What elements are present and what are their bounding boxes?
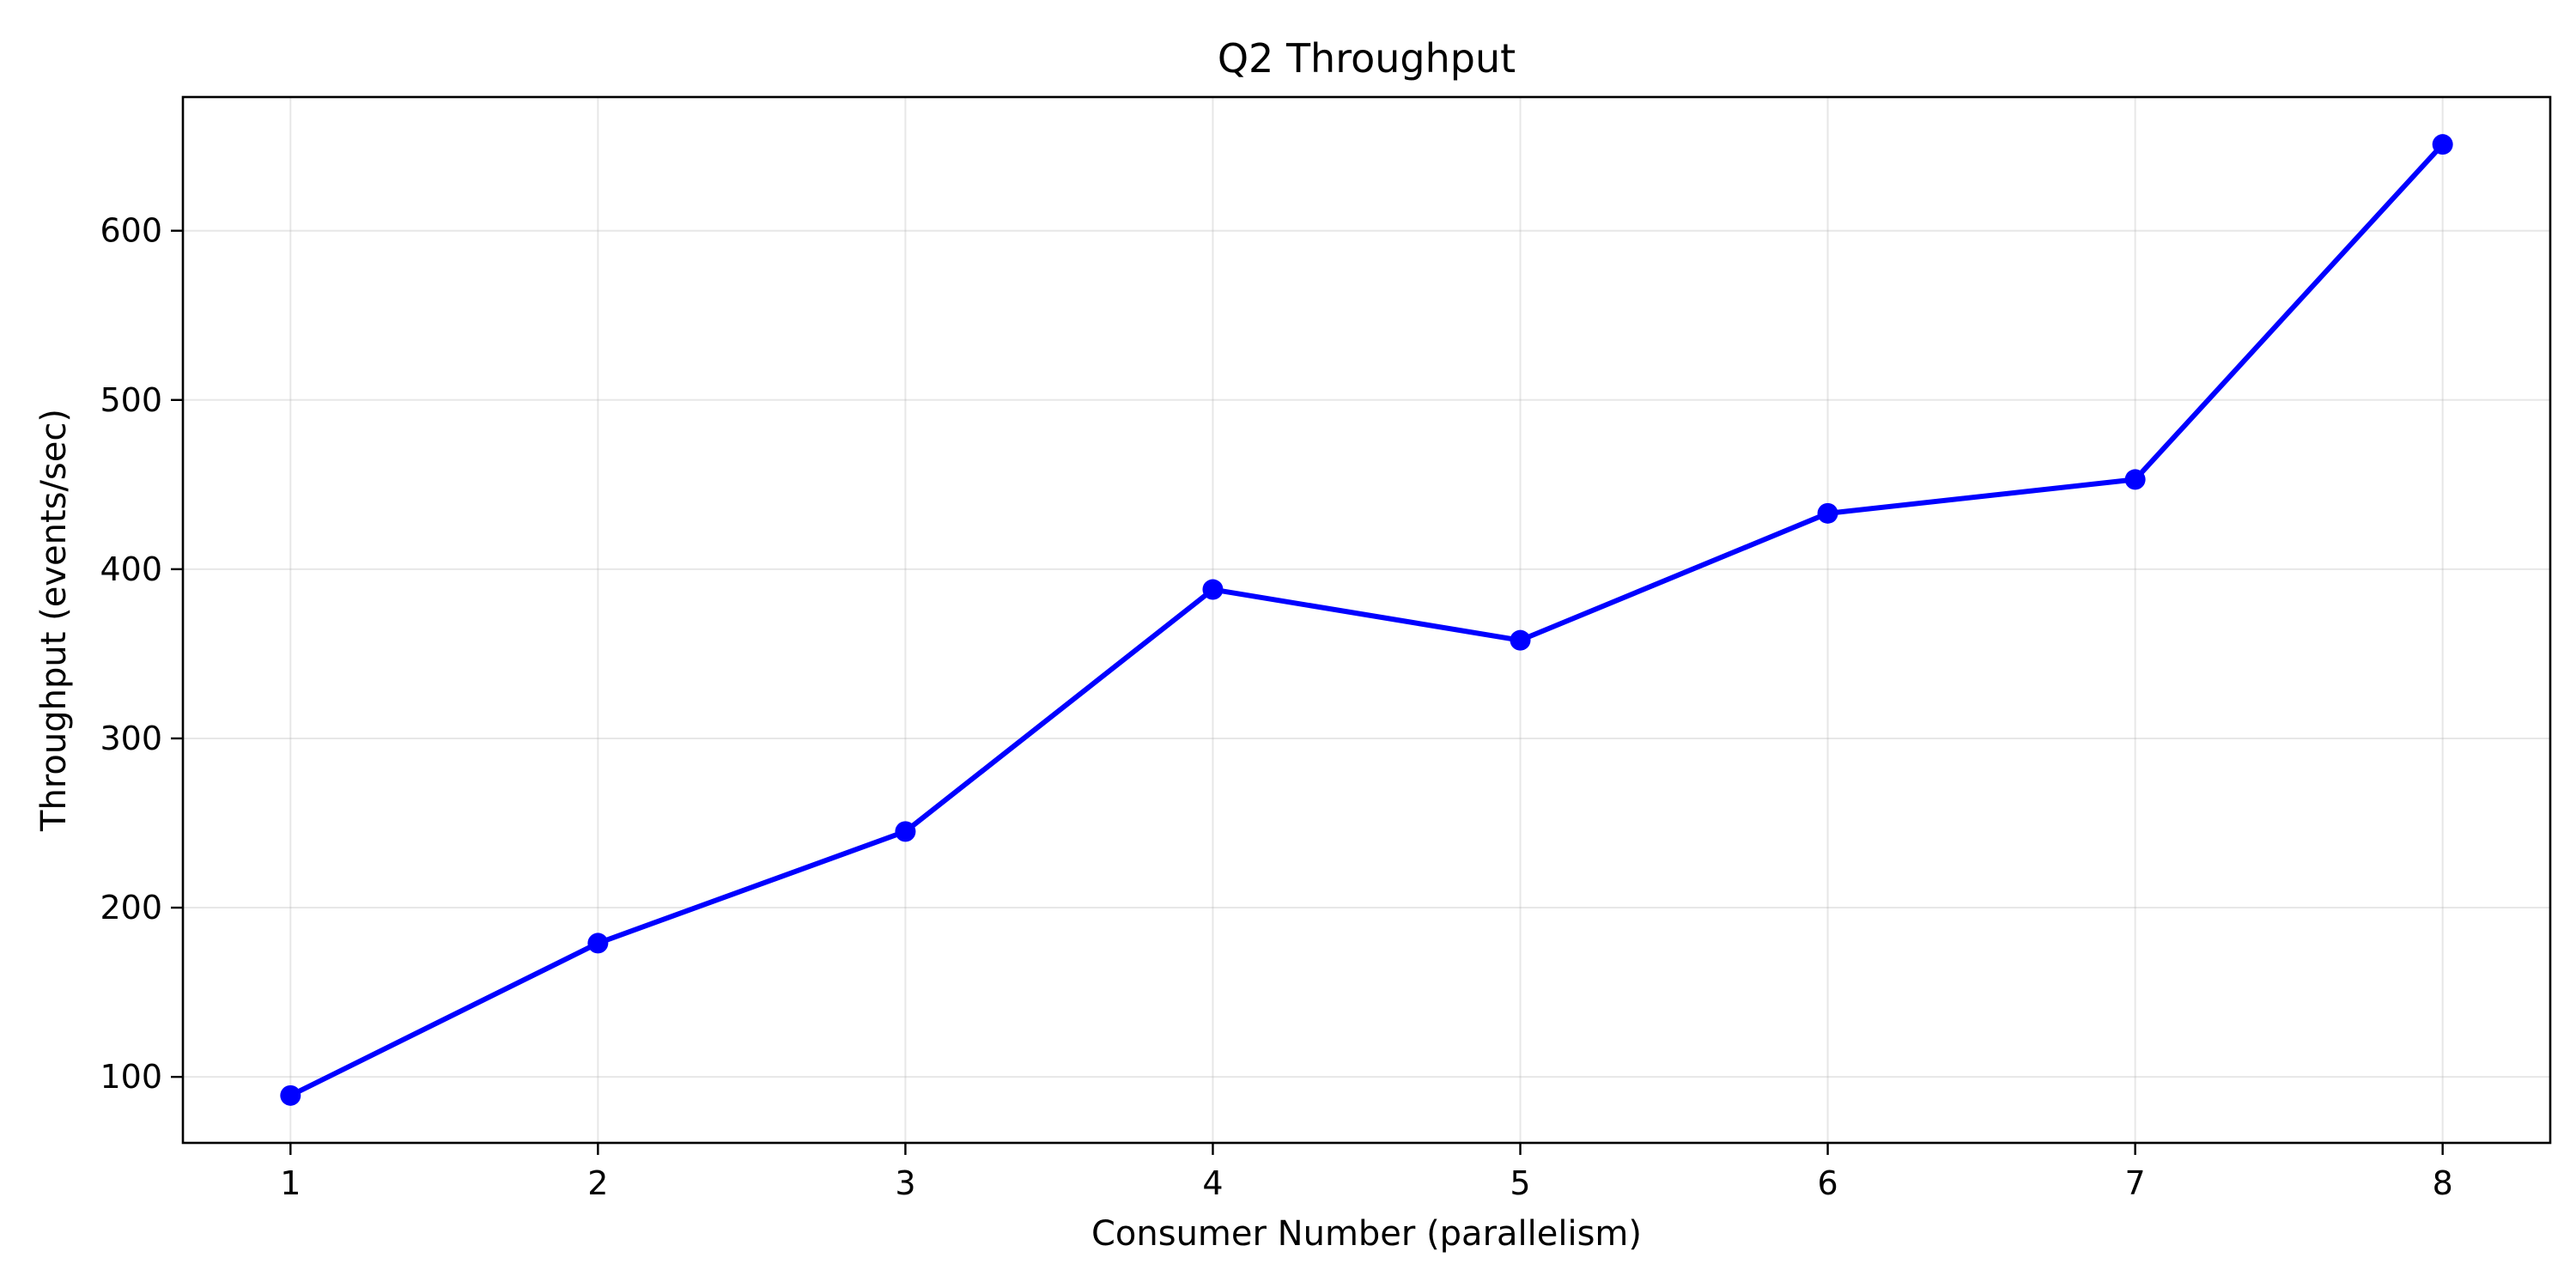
- chart-title: Q2 Throughput: [1218, 35, 1516, 82]
- series-layer: [280, 134, 2453, 1106]
- x-tick-label: 5: [1510, 1164, 1530, 1202]
- y-tick-label: 300: [100, 720, 162, 757]
- x-axis: 1 2 3 4 5 6 7 8: [280, 1143, 2453, 1202]
- x-tick-label: 4: [1202, 1164, 1223, 1202]
- grid: [183, 97, 2550, 1143]
- series-line: [288, 142, 2445, 1098]
- x-tick-label: 2: [587, 1164, 608, 1202]
- x-tick-label: 3: [895, 1164, 915, 1202]
- x-tick-label: 6: [1817, 1164, 1838, 1202]
- data-point: [2124, 469, 2146, 490]
- plot-frame: [181, 95, 2552, 1145]
- x-tick-label: 7: [2125, 1164, 2146, 1202]
- data-point: [895, 821, 916, 842]
- y-tick-label: 200: [100, 889, 162, 927]
- y-tick-label: 500: [100, 381, 162, 419]
- y-axis: 100 200 300 400 500 600: [100, 212, 183, 1096]
- y-tick-label: 600: [100, 212, 162, 250]
- data-point: [2432, 134, 2453, 155]
- data-point: [587, 933, 609, 954]
- y-tick-label: 400: [100, 550, 162, 588]
- x-tick-label: 1: [280, 1164, 301, 1202]
- data-point: [280, 1084, 301, 1106]
- data-point: [1202, 579, 1224, 600]
- data-point: [1510, 629, 1531, 651]
- y-axis-label: Throughput (events/sec): [34, 409, 74, 832]
- x-tick-label: 8: [2433, 1164, 2453, 1202]
- y-tick-label: 100: [100, 1058, 162, 1096]
- x-axis-label: Consumer Number (parallelism): [1091, 1214, 1642, 1254]
- data-point: [1817, 502, 1838, 524]
